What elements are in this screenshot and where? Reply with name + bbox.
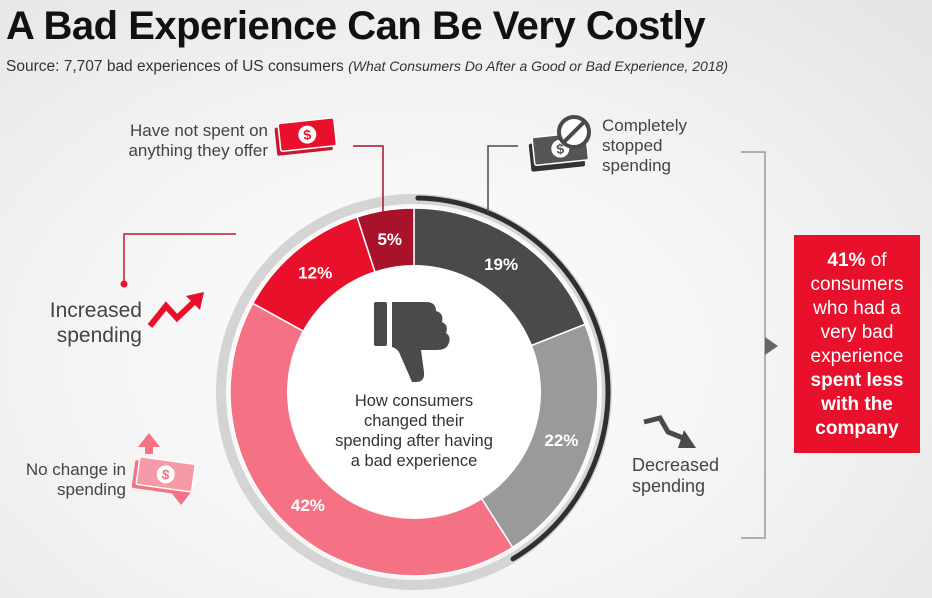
center-text: How consumers changed their spending aft…	[335, 392, 493, 470]
callout-line-4: very bad	[820, 322, 894, 343]
slice-label-increased: 12%	[298, 264, 332, 283]
slice-label-not-spent: 5%	[377, 230, 402, 249]
callout-line-3: who had a	[813, 298, 901, 319]
label-decreased-line-1: Decreased	[632, 455, 720, 475]
label-stopped-line-1: Completely	[602, 116, 688, 135]
label-increased: Increased spending	[40, 298, 142, 348]
label-decreased-line-2: spending	[632, 476, 706, 496]
source-line: Source: 7,707 bad experiences of US cons…	[6, 58, 728, 76]
label-decreased: Decreased spending	[632, 455, 719, 497]
bracket	[741, 151, 766, 539]
stopped-connector	[487, 145, 518, 212]
center-line-4: a bad experience	[351, 452, 478, 470]
center-line-1: How consumers	[355, 392, 473, 410]
callout-line-1: 41% of	[794, 249, 920, 273]
label-no-change-line-2: spending	[56, 480, 126, 499]
label-no-change: No change in spending	[10, 460, 126, 500]
svg-text:$: $	[161, 466, 171, 483]
money-icon: $	[274, 117, 338, 156]
callout-line-7: with the	[821, 394, 893, 415]
callout-line-8: company	[815, 418, 899, 439]
increased-dot	[120, 280, 128, 288]
label-not-spent: Have not spent on anything they offer	[100, 121, 268, 161]
svg-text:$: $	[303, 126, 313, 143]
source-citation: (What Consumers Do After a Good or Bad E…	[348, 58, 729, 74]
not-spent-connector	[353, 145, 384, 225]
not-spent-dot	[379, 223, 387, 231]
trend-down-icon	[643, 415, 696, 448]
trend-up-icon	[147, 292, 204, 328]
label-increased-line-1: Increased	[49, 299, 142, 322]
slice-label-no-change: 42%	[291, 496, 325, 515]
thumbs-down-icon	[374, 302, 450, 382]
money-icon: $	[131, 456, 196, 496]
slice-label-decreased: 22%	[544, 431, 578, 450]
svg-text:$: $	[556, 140, 566, 157]
callout-of: of	[865, 250, 887, 271]
center-line-2: changed their	[364, 412, 464, 430]
center-line-3: spending after having	[335, 432, 493, 450]
label-not-spent-line-2: anything they offer	[128, 141, 268, 160]
slice-label-stopped: 19%	[484, 255, 518, 274]
callout-pct: 41%	[827, 250, 866, 271]
callout-box: 41% of consumers who had a very bad expe…	[794, 235, 920, 453]
label-not-spent-line-1: Have not spent on	[130, 121, 268, 140]
label-stopped-line-3: spending	[602, 156, 672, 175]
center-disc	[287, 265, 541, 519]
callout-line-5: experience	[810, 346, 904, 367]
label-stopped: Completely stopped spending	[602, 116, 687, 176]
label-stopped-line-2: stopped	[602, 136, 663, 155]
callout-line-6: spent less	[810, 370, 904, 391]
label-no-change-line-1: No change in	[25, 460, 126, 479]
no-symbol-icon	[557, 115, 591, 149]
label-increased-line-2: spending	[56, 324, 142, 347]
connector-lines	[123, 145, 384, 282]
source-text: Source: 7,707 bad experiences of US cons…	[6, 58, 344, 75]
slice-labels: 19% 22% 42% 12% 5%	[291, 230, 579, 515]
callout-line-2: consumers	[810, 274, 904, 295]
bracket-arrow	[765, 337, 778, 355]
spent-less-arc	[415, 195, 611, 562]
increased-connector	[123, 233, 236, 282]
page-title: A Bad Experience Can Be Very Costly	[6, 4, 706, 48]
